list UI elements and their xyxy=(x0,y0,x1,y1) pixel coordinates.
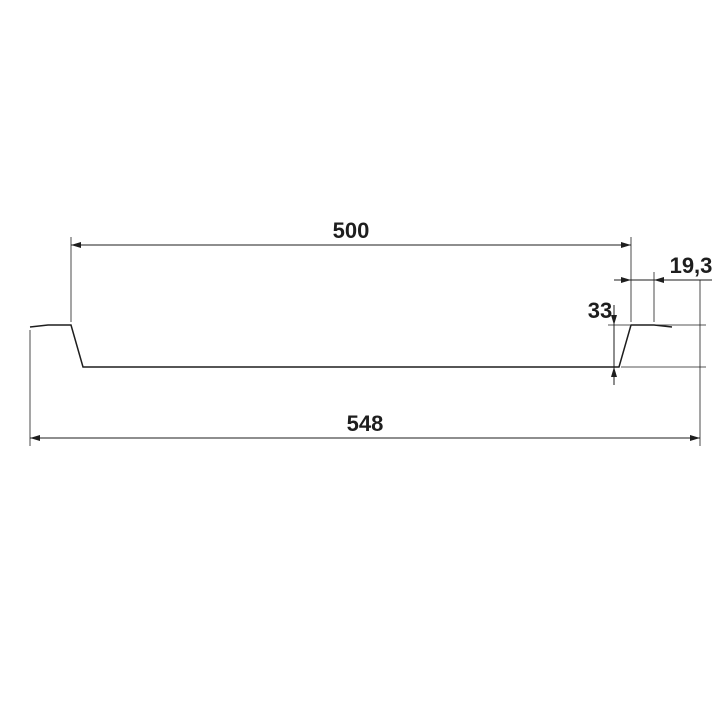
arrow-548-left xyxy=(30,435,40,441)
arrow-548-right xyxy=(690,435,700,441)
arrow-500-left xyxy=(71,242,81,248)
arrow-193-right xyxy=(654,277,664,283)
drawing-svg: 500 19,3 33 548 xyxy=(0,0,725,725)
label-500: 500 xyxy=(333,218,370,243)
label-33: 33 xyxy=(588,298,612,323)
profile-cross-section xyxy=(30,325,672,367)
label-548: 548 xyxy=(347,411,384,436)
profile-drawing: 500 19,3 33 548 xyxy=(0,0,725,725)
label-193: 19,3 xyxy=(670,253,713,278)
arrow-500-right xyxy=(621,242,631,248)
